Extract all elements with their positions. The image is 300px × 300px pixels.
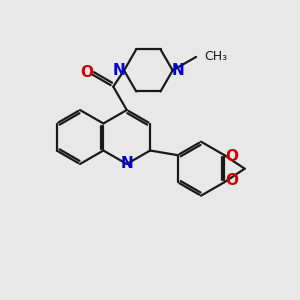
- Text: O: O: [225, 149, 238, 164]
- Text: N: N: [120, 157, 133, 172]
- Text: N: N: [113, 63, 125, 78]
- Text: O: O: [225, 173, 238, 188]
- Text: N: N: [171, 63, 184, 78]
- Text: CH₃: CH₃: [204, 50, 227, 63]
- Text: O: O: [80, 64, 93, 80]
